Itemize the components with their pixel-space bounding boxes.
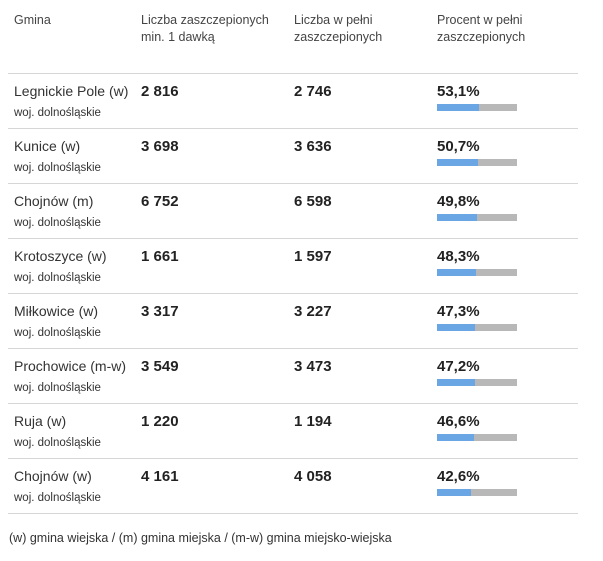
table-row: Miłkowice (w) woj. dolnośląskie 3 317 3 227…: [8, 294, 578, 349]
percent-bar: [437, 379, 517, 386]
percent-bar: [437, 324, 517, 331]
percent-bar-fill: [437, 489, 472, 496]
percent-bar-fill: [437, 269, 476, 276]
fully-vaccinated-count: 3 473: [294, 358, 332, 375]
percent-value: 49,8%: [437, 193, 480, 210]
fully-vaccinated-count: 4 058: [294, 468, 332, 485]
gmina-region: woj. dolnośląskie: [14, 217, 101, 229]
first-dose-count: 2 816: [141, 83, 179, 100]
percent-value: 46,6%: [437, 413, 480, 430]
first-dose-count: 4 161: [141, 468, 179, 485]
percent-bar-fill: [437, 434, 475, 441]
percent-bar-fill: [437, 159, 478, 166]
table-header: Gmina Liczba zaszczepionych min. 1 dawką…: [8, 0, 578, 74]
percent-value: 42,6%: [437, 468, 480, 485]
fully-vaccinated-count: 3 636: [294, 138, 332, 155]
percent-value: 47,2%: [437, 358, 480, 375]
fully-vaccinated-count: 6 598: [294, 193, 332, 210]
gmina-region: woj. dolnośląskie: [14, 382, 101, 394]
header-percent: Procent w pełni zaszczepionych: [437, 13, 526, 44]
fully-vaccinated-count: 3 227: [294, 303, 332, 320]
percent-bar: [437, 269, 517, 276]
table-row: Krotoszyce (w) woj. dolnośląskie 1 661 1 59…: [8, 239, 578, 294]
header-first-dose: Liczba zaszczepionych min. 1 dawką: [141, 13, 269, 44]
percent-bar: [437, 159, 517, 166]
gmina-name: Miłkowice (w): [14, 303, 98, 319]
gmina-region: woj. dolnośląskie: [14, 437, 101, 449]
table-row: Legnickie Pole (w) woj. dolnośląskie 2 816…: [8, 74, 578, 129]
gmina-name: Chojnów (m): [14, 193, 94, 209]
percent-value: 50,7%: [437, 138, 480, 155]
gmina-name: Krotoszyce (w): [14, 248, 107, 264]
gmina-region: woj. dolnośląskie: [14, 107, 101, 119]
table-row: Chojnów (m) woj. dolnośląskie 6 752 6 598 49…: [8, 184, 578, 239]
first-dose-count: 1 661: [141, 248, 179, 265]
percent-value: 47,3%: [437, 303, 480, 320]
vaccination-table: Gmina Liczba zaszczepionych min. 1 dawką…: [8, 0, 578, 514]
percent-bar-fill: [437, 104, 480, 111]
first-dose-count: 1 220: [141, 413, 179, 430]
first-dose-count: 3 549: [141, 358, 179, 375]
gmina-name: Chojnów (w): [14, 468, 92, 484]
gmina-name: Ruja (w): [14, 413, 67, 429]
fully-vaccinated-count: 1 194: [294, 413, 332, 430]
fully-vaccinated-count: 1 597: [294, 248, 332, 265]
gmina-region: woj. dolnośląskie: [14, 492, 101, 504]
percent-bar: [437, 434, 517, 441]
footnote: (w) gmina wiejska / (m) gmina miejska / …: [9, 531, 392, 545]
table-body: Legnickie Pole (w) woj. dolnośląskie 2 816…: [8, 74, 578, 514]
header-gmina: Gmina: [14, 13, 51, 27]
percent-bar: [437, 104, 517, 111]
gmina-name: Kunice (w): [14, 138, 81, 154]
fully-vaccinated-count: 2 746: [294, 83, 332, 100]
percent-bar: [437, 214, 517, 221]
first-dose-count: 3 698: [141, 138, 179, 155]
percent-value: 48,3%: [437, 248, 480, 265]
table-row: Prochowice (m-w) woj. dolnośląskie 3 549 3 …: [8, 349, 578, 404]
gmina-name: Legnickie Pole (w): [14, 83, 129, 99]
first-dose-count: 6 752: [141, 193, 179, 210]
gmina-region: woj. dolnośląskie: [14, 327, 101, 339]
percent-bar-fill: [437, 379, 475, 386]
gmina-region: woj. dolnośląskie: [14, 272, 101, 284]
percent-bar: [437, 489, 517, 496]
table-row: Ruja (w) woj. dolnośląskie 1 220 1 194 46,6%: [8, 404, 578, 459]
table-row: Kunice (w) woj. dolnośląskie 3 698 3 636 50,…: [8, 129, 578, 184]
gmina-region: woj. dolnośląskie: [14, 162, 101, 174]
first-dose-count: 3 317: [141, 303, 179, 320]
percent-value: 53,1%: [437, 83, 480, 100]
percent-bar-fill: [437, 214, 477, 221]
table-row: Chojnów (w) woj. dolnośląskie 4 161 4 058 42…: [8, 459, 578, 514]
percent-bar-fill: [437, 324, 475, 331]
header-fully-vaccinated: Liczba w pełni zaszczepionych: [294, 13, 383, 44]
gmina-name: Prochowice (m-w): [14, 358, 127, 374]
